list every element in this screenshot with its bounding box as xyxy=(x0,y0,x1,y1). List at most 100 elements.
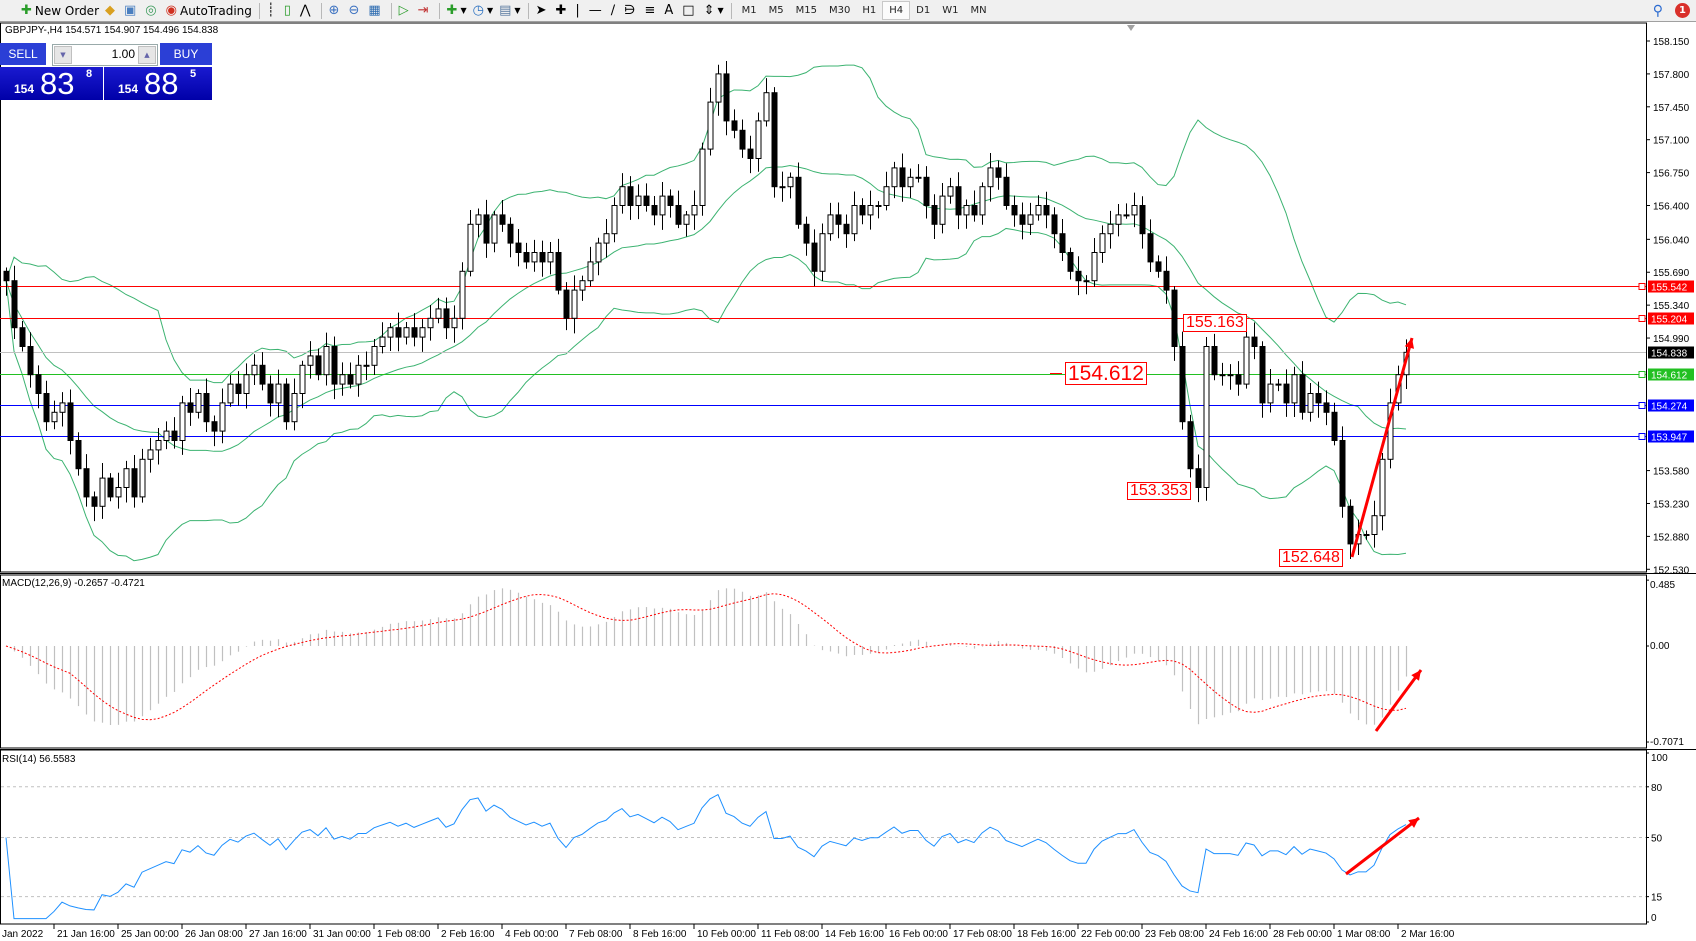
lot-increase-button[interactable]: ▲ xyxy=(138,46,156,64)
candle-body xyxy=(1019,214,1026,225)
notification-badge[interactable]: 1 xyxy=(1675,3,1690,18)
equidistant-channel-button[interactable]: ⋻ xyxy=(621,1,641,20)
candle xyxy=(883,171,890,211)
candle xyxy=(411,313,418,347)
autotrading-button[interactable]: ◉ AutoTrading xyxy=(163,1,255,20)
crosshair-button[interactable]: ✚ xyxy=(552,1,572,20)
metaeditor-button[interactable]: ◆ xyxy=(102,1,121,20)
candle xyxy=(131,455,138,508)
bollinger-lower-band xyxy=(5,227,1407,562)
vertical-line-button[interactable]: | xyxy=(572,1,585,20)
candle xyxy=(1275,378,1282,392)
candle xyxy=(35,365,42,409)
candle-body xyxy=(795,176,802,225)
candle-body xyxy=(475,214,482,225)
line-handle-icon xyxy=(1638,371,1646,378)
price-axis-label: 154.990 xyxy=(1653,334,1690,345)
candle-body xyxy=(275,383,282,404)
price-label-155-163[interactable]: 155.163 xyxy=(1183,314,1247,332)
candle-body xyxy=(1243,336,1250,385)
candle-body xyxy=(731,120,738,131)
candle xyxy=(771,87,778,198)
candle-body xyxy=(355,364,362,385)
line-chart-button[interactable]: ⋀ xyxy=(297,1,317,20)
price-label-153-353[interactable]: 153.353 xyxy=(1127,482,1191,500)
autoscroll-button[interactable]: ▷ xyxy=(396,1,415,20)
navigator-button[interactable]: ▣ xyxy=(121,1,142,20)
candle xyxy=(747,135,754,174)
timeframe-m1[interactable]: M1 xyxy=(741,5,757,16)
vertical-line-icon: | xyxy=(575,3,580,18)
candle xyxy=(459,262,466,330)
zoom-in-button[interactable]: ⊕ xyxy=(326,1,346,20)
zoom-out-button[interactable]: ⊖ xyxy=(345,1,365,20)
price-tag-bg xyxy=(1648,312,1694,325)
timeframe-h4[interactable]: H4 xyxy=(882,1,911,20)
trendline-button[interactable]: ∕ xyxy=(608,1,621,20)
candle xyxy=(995,160,1002,190)
timeframe-m5[interactable]: M5 xyxy=(768,5,784,16)
candle-body xyxy=(595,242,602,263)
timeframe-m15[interactable]: M15 xyxy=(795,5,818,16)
templates-button[interactable]: ▤ ▼ xyxy=(496,1,523,20)
sell-price[interactable]: 154 83 8 xyxy=(0,66,103,101)
candle xyxy=(763,78,770,127)
price-label-152-648[interactable]: 152.648 xyxy=(1279,549,1343,567)
candle-body xyxy=(1123,214,1130,217)
chart-shift-button[interactable]: ⇥ xyxy=(415,1,435,20)
time-axis-label: 4 Feb 00:00 xyxy=(505,929,559,940)
candle-body xyxy=(979,186,986,216)
candle-body xyxy=(1179,346,1186,423)
timeframe-h1[interactable]: H1 xyxy=(862,5,877,16)
fibonacci-button[interactable]: ≡ xyxy=(641,1,661,20)
candle-body xyxy=(1075,270,1082,282)
candle xyxy=(491,210,498,253)
candle-body xyxy=(995,167,1002,178)
arrows-button[interactable]: ⇕ ▼ xyxy=(701,1,727,20)
timeframe-m30[interactable]: M30 xyxy=(829,5,851,16)
tile-windows-button[interactable]: ▦ xyxy=(365,1,386,20)
candle xyxy=(979,182,986,225)
candlestick-button[interactable]: ▯ xyxy=(281,1,297,20)
candle xyxy=(1347,499,1354,559)
timeframe-mn[interactable]: MN xyxy=(970,5,987,16)
candle-body xyxy=(347,374,354,385)
text-button[interactable]: A xyxy=(661,1,679,20)
macd-arrow-icon-head xyxy=(1411,670,1421,681)
candle xyxy=(843,214,850,248)
candle xyxy=(875,201,882,219)
buy-button[interactable]: BUY xyxy=(160,43,212,65)
buy-price[interactable]: 154 88 5 xyxy=(104,66,212,101)
text-label-button[interactable]: □ xyxy=(679,1,700,20)
lot-decrease-button[interactable]: ▼ xyxy=(54,46,72,64)
candle xyxy=(347,362,354,389)
cursor-button[interactable]: ➤ xyxy=(533,1,553,20)
candle xyxy=(1139,196,1146,249)
candle xyxy=(51,400,58,430)
price-label-154-612[interactable]: 154.612 xyxy=(1065,362,1147,385)
rsi-axis-label: 80 xyxy=(1651,783,1663,794)
timeframe-w1[interactable]: W1 xyxy=(942,5,959,16)
indicators-button[interactable]: ✚ ▼ xyxy=(444,1,470,20)
sell-button[interactable]: SELL xyxy=(0,43,46,65)
candle xyxy=(115,472,122,509)
price-axis-label: 158.150 xyxy=(1653,37,1690,48)
periods-button[interactable]: ◷ ▼ xyxy=(470,1,497,20)
horizontal-line-button[interactable]: — xyxy=(586,1,608,20)
new-order-button[interactable]: ✚ New Order xyxy=(18,1,102,20)
search-icon[interactable]: ⚲ xyxy=(1652,2,1663,19)
signals-button[interactable]: ◎ xyxy=(142,1,162,20)
macd-pane-frame xyxy=(0,574,1647,749)
fibonacci-icon: ≡ xyxy=(644,3,656,18)
candle-body xyxy=(315,355,322,376)
bar-chart-button[interactable]: ┊ xyxy=(264,1,281,20)
line-handle-icon xyxy=(1638,283,1646,290)
candle xyxy=(1043,191,1050,229)
candlestick-icon: ▯ xyxy=(283,3,291,18)
candle-body xyxy=(515,242,522,254)
timeframe-d1[interactable]: D1 xyxy=(916,5,931,16)
lot-size-input[interactable]: ▼ 1.00 ▲ xyxy=(52,44,158,66)
time-axis-label: Jan 2022 xyxy=(2,929,44,940)
candle-body xyxy=(1267,383,1274,404)
